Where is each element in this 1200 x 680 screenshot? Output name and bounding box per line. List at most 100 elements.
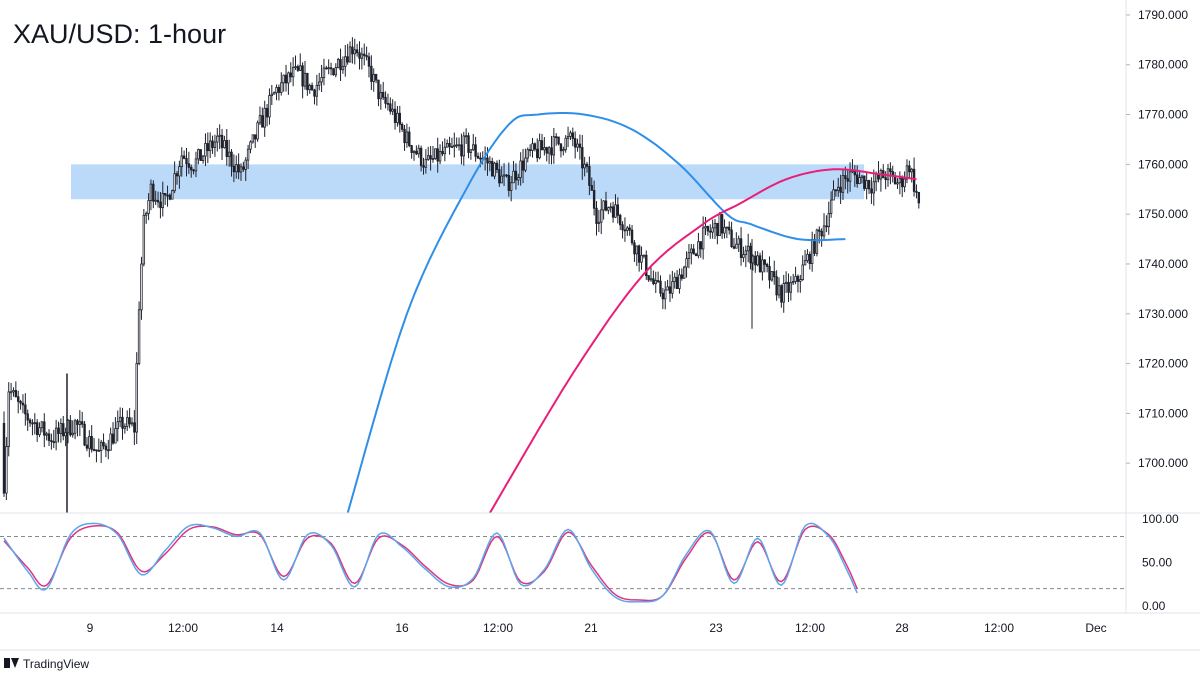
candle bbox=[213, 134, 217, 157]
candle bbox=[353, 38, 356, 65]
candle bbox=[815, 228, 819, 257]
candle bbox=[848, 162, 852, 192]
candle bbox=[543, 136, 546, 156]
price-tick-label: 1730.000 bbox=[1138, 307, 1188, 321]
candle bbox=[460, 133, 463, 165]
candle bbox=[320, 64, 323, 92]
candle bbox=[400, 122, 404, 133]
candle bbox=[31, 419, 34, 436]
candle bbox=[509, 175, 513, 202]
candle bbox=[419, 145, 423, 172]
candle bbox=[453, 132, 456, 158]
candle bbox=[284, 64, 288, 92]
candle bbox=[76, 418, 79, 437]
candle bbox=[415, 145, 418, 156]
candle bbox=[225, 129, 228, 166]
candle bbox=[645, 250, 648, 280]
candle bbox=[230, 149, 233, 177]
candle bbox=[59, 418, 63, 443]
candle bbox=[592, 180, 596, 216]
candle bbox=[235, 155, 238, 179]
candle bbox=[412, 150, 416, 161]
candle bbox=[455, 137, 458, 149]
candle bbox=[280, 72, 283, 96]
candle bbox=[308, 83, 311, 94]
stochastic-pane[interactable] bbox=[0, 522, 1126, 603]
candle bbox=[149, 179, 153, 211]
candle bbox=[163, 193, 167, 205]
candle bbox=[856, 165, 859, 188]
candle bbox=[175, 171, 179, 185]
price-tick-label: 1760.000 bbox=[1138, 157, 1188, 171]
candle bbox=[244, 157, 247, 182]
candle bbox=[829, 191, 833, 218]
candle bbox=[723, 219, 726, 239]
candle bbox=[569, 130, 572, 140]
candle bbox=[652, 270, 655, 286]
candle bbox=[367, 52, 371, 78]
candle bbox=[562, 146, 565, 156]
candle bbox=[531, 137, 534, 158]
candle bbox=[746, 233, 750, 263]
candle bbox=[464, 128, 468, 145]
candle bbox=[436, 137, 439, 173]
time-tick-label: 12:00 bbox=[795, 621, 825, 635]
price-tick-label: 1780.000 bbox=[1138, 58, 1188, 72]
candle bbox=[254, 134, 257, 148]
candle bbox=[218, 124, 221, 149]
candle bbox=[69, 415, 72, 437]
candle bbox=[173, 161, 176, 194]
candle bbox=[754, 250, 757, 273]
candle bbox=[799, 274, 802, 293]
candle bbox=[517, 173, 520, 186]
candle bbox=[21, 394, 25, 414]
time-tick-label: Dec bbox=[1085, 621, 1106, 635]
price-pane[interactable] bbox=[2, 37, 921, 513]
candle bbox=[327, 59, 330, 75]
candle bbox=[318, 72, 321, 91]
candle bbox=[287, 71, 290, 95]
candle bbox=[263, 100, 266, 137]
candle bbox=[223, 135, 226, 149]
candle bbox=[524, 148, 527, 173]
candle bbox=[393, 101, 397, 130]
candle bbox=[140, 256, 143, 320]
candle bbox=[52, 429, 55, 449]
candle bbox=[540, 133, 544, 151]
candle bbox=[102, 433, 105, 450]
candle bbox=[621, 221, 624, 239]
candle bbox=[346, 43, 349, 65]
candle bbox=[820, 228, 823, 247]
candle bbox=[716, 222, 719, 245]
candle bbox=[201, 154, 205, 164]
candle bbox=[270, 84, 274, 106]
time-tick-label: 23 bbox=[709, 621, 723, 635]
candle bbox=[469, 149, 473, 160]
candle bbox=[600, 198, 603, 235]
candle bbox=[322, 58, 326, 86]
candle bbox=[773, 260, 776, 285]
stochastic-tick-label: 0.00 bbox=[1142, 599, 1166, 613]
candle bbox=[50, 433, 53, 450]
candle bbox=[647, 275, 650, 282]
time-tick-label: 12:00 bbox=[984, 621, 1014, 635]
candle bbox=[7, 382, 10, 457]
candle bbox=[742, 246, 745, 263]
candle bbox=[365, 46, 368, 61]
candle bbox=[896, 178, 899, 189]
candle bbox=[211, 135, 214, 154]
candle bbox=[578, 134, 582, 160]
candle bbox=[227, 139, 231, 167]
candle bbox=[109, 427, 112, 451]
candle bbox=[794, 266, 797, 285]
candle bbox=[827, 201, 830, 235]
candle bbox=[834, 189, 838, 197]
candle bbox=[863, 175, 866, 191]
candle bbox=[642, 254, 646, 259]
candle bbox=[19, 399, 22, 410]
candle bbox=[585, 161, 589, 173]
price-tick-label: 1740.000 bbox=[1138, 257, 1188, 271]
candle bbox=[2, 411, 6, 497]
